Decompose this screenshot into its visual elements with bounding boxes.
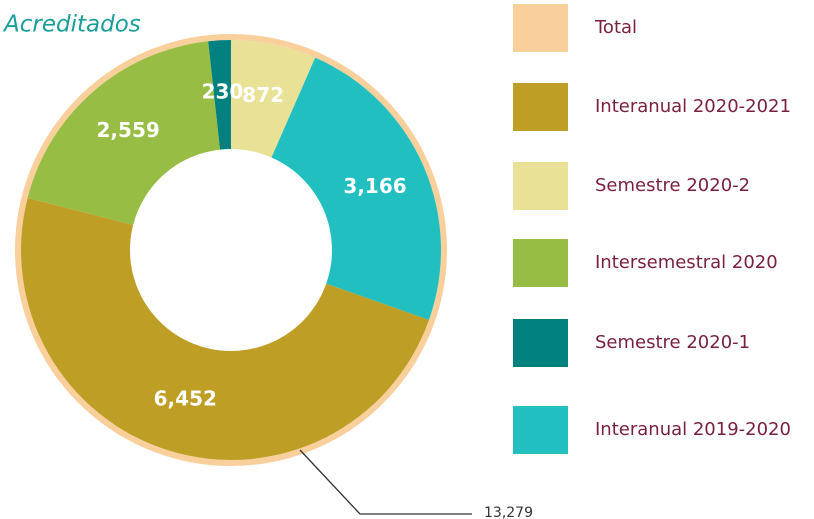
legend-label: Total [594, 17, 637, 38]
total-label: 13,279 [484, 505, 533, 519]
donut-segment [27, 41, 221, 225]
legend-label: Interanual 2020-2021 [595, 96, 791, 117]
total-ring [15, 34, 447, 466]
value-label: 2,559 [97, 118, 160, 142]
value-label: 3,166 [343, 174, 406, 198]
legend-label: Semestre 2020-2 [595, 175, 750, 196]
value-label: 872 [242, 83, 284, 107]
donut-segment [20, 197, 429, 461]
value-label: 230 [202, 80, 244, 104]
leader-line [299, 449, 472, 515]
donut-segment [271, 57, 442, 321]
legend-swatch [513, 406, 568, 454]
legend-swatch [513, 4, 568, 52]
legend-swatch [513, 319, 568, 367]
donut-segment [208, 40, 231, 150]
legend-label: Intersemestral 2020 [595, 252, 778, 273]
value-label: 6,452 [154, 387, 217, 411]
legend-swatch [513, 83, 568, 131]
donut-segment [231, 40, 316, 158]
legend-swatch [513, 162, 568, 210]
legend-label: Semestre 2020-1 [595, 332, 750, 353]
legend-label: Interanual 2019-2020 [595, 419, 791, 440]
legend-swatch [513, 239, 568, 287]
chart-title: Acreditados [2, 12, 141, 38]
